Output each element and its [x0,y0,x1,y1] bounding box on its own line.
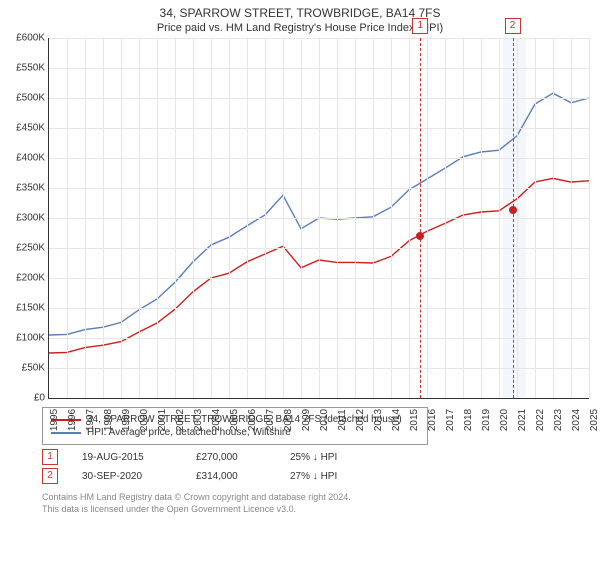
x-axis-label: 2009 [301,409,312,431]
x-axis-label: 2002 [175,409,186,431]
y-axis-label: £400K [16,153,49,164]
x-axis-label: 2008 [283,409,294,431]
x-axis-label: 2000 [139,409,150,431]
y-axis-label: £250K [16,243,49,254]
x-axis-label: 2016 [427,409,438,431]
x-axis-label: 2022 [535,409,546,431]
legend-swatch [51,432,81,434]
y-axis-label: £0 [34,393,49,404]
x-axis-label: 2015 [409,409,420,431]
y-axis-label: £150K [16,303,49,314]
transaction-marker-line [513,38,514,398]
x-axis-label: 2012 [355,409,366,431]
footer-attribution: Contains HM Land Registry data © Crown c… [42,492,588,515]
x-axis-label: 2011 [337,409,348,431]
transaction-price: £270,000 [196,452,266,463]
x-axis-label: 2023 [553,409,564,431]
transaction-marker-icon: 1 [42,449,58,465]
x-axis-label: 2025 [589,409,600,431]
x-axis-label: 1999 [121,409,132,431]
x-axis-label: 2018 [463,409,474,431]
transaction-price: £314,000 [196,471,266,482]
footer-line: Contains HM Land Registry data © Crown c… [42,492,588,504]
x-axis-label: 2005 [229,409,240,431]
legend-label: HPI: Average price, detached house, Wilt… [87,427,291,438]
transaction-date: 30-SEP-2020 [82,471,172,482]
transaction-marker-icon: 2 [505,18,521,34]
x-axis-label: 2006 [247,409,258,431]
x-axis-label: 2013 [373,409,384,431]
x-axis-label: 2020 [499,409,510,431]
x-axis-label: 2017 [445,409,456,431]
transaction-diff: 25% ↓ HPI [290,452,370,463]
table-row: 1 19-AUG-2015 £270,000 25% ↓ HPI [42,449,588,465]
transaction-date: 19-AUG-2015 [82,452,172,463]
transaction-dot-icon [416,232,424,240]
x-axis-label: 2003 [193,409,204,431]
x-axis-label: 2004 [211,409,222,431]
y-axis-label: £200K [16,273,49,284]
transaction-marker-icon: 2 [42,468,58,484]
x-axis-label: 1995 [49,409,60,431]
y-axis-label: £300K [16,213,49,224]
y-axis-label: £500K [16,93,49,104]
y-axis-label: £50K [22,363,49,374]
y-axis-label: £550K [16,63,49,74]
x-axis-label: 1996 [67,409,78,431]
transaction-diff: 27% ↓ HPI [290,471,370,482]
x-axis-label: 1997 [85,409,96,431]
transaction-dot-icon [509,206,517,214]
x-axis-label: 2001 [157,409,168,431]
x-axis-label: 2010 [319,409,330,431]
table-row: 2 30-SEP-2020 £314,000 27% ↓ HPI [42,468,588,484]
x-axis-label: 2007 [265,409,276,431]
y-axis-label: £600K [16,33,49,44]
y-axis-label: £450K [16,123,49,134]
footer-line: This data is licensed under the Open Gov… [42,504,588,516]
price-chart: £0£50K£100K£150K£200K£250K£300K£350K£400… [48,38,589,399]
transactions-table: 1 19-AUG-2015 £270,000 25% ↓ HPI 2 30-SE… [42,449,588,484]
x-axis-label: 2019 [481,409,492,431]
transaction-marker-icon: 1 [412,18,428,34]
y-axis-label: £100K [16,333,49,344]
x-axis-label: 2024 [571,409,582,431]
y-axis-label: £350K [16,183,49,194]
x-axis-label: 2021 [517,409,528,431]
transaction-marker-line [420,38,421,398]
x-axis-label: 1998 [103,409,114,431]
x-axis-label: 2014 [391,409,402,431]
